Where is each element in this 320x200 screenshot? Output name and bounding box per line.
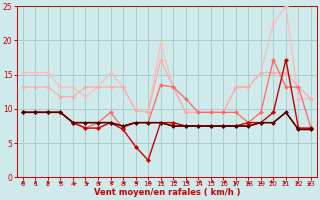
X-axis label: Vent moyen/en rafales ( km/h ): Vent moyen/en rafales ( km/h ) [94,188,240,197]
